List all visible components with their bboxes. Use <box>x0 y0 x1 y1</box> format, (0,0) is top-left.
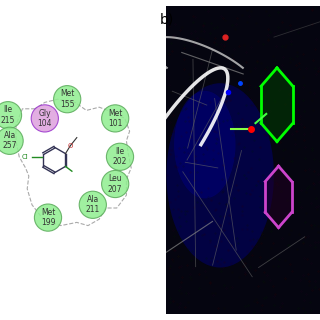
Text: Gly
104: Gly 104 <box>37 109 52 128</box>
Circle shape <box>102 105 129 132</box>
Circle shape <box>0 127 23 155</box>
Circle shape <box>31 105 59 132</box>
Circle shape <box>35 204 61 231</box>
Text: Met
155: Met 155 <box>60 90 75 109</box>
Text: Ile
215: Ile 215 <box>1 106 15 125</box>
Text: Met
101: Met 101 <box>108 109 122 128</box>
Text: b): b) <box>160 13 174 27</box>
Text: Ala
257: Ala 257 <box>2 131 17 150</box>
Circle shape <box>79 191 106 218</box>
Circle shape <box>102 170 129 197</box>
Polygon shape <box>265 166 292 228</box>
Ellipse shape <box>166 83 274 268</box>
Text: Met
199: Met 199 <box>41 208 55 227</box>
Circle shape <box>106 143 134 170</box>
Ellipse shape <box>174 91 236 198</box>
Text: Ala
211: Ala 211 <box>86 195 100 214</box>
Circle shape <box>0 101 22 129</box>
Text: Leu
207: Leu 207 <box>108 174 123 194</box>
Text: Cl: Cl <box>22 154 29 160</box>
Circle shape <box>54 85 81 113</box>
Text: O: O <box>68 143 73 148</box>
Text: Ile
202: Ile 202 <box>113 147 127 166</box>
Polygon shape <box>261 68 293 141</box>
